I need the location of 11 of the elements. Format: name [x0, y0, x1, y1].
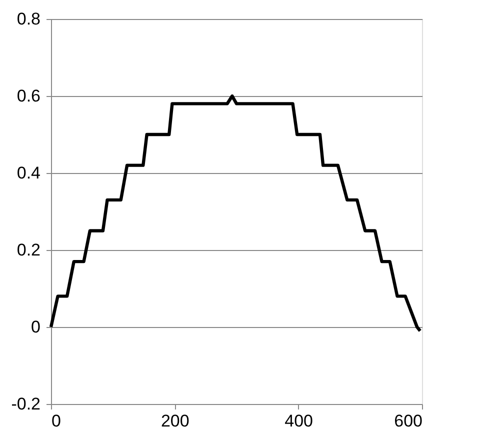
line-series — [49, 94, 422, 332]
x-tick-label: 600 — [394, 412, 422, 430]
x-tick-label: 0 — [52, 412, 61, 430]
y-tick-label: 0.8 — [16, 10, 40, 28]
y-tick-label: 0.4 — [16, 164, 40, 182]
x-tick-label: 200 — [160, 412, 190, 430]
y-tick-label: 0.6 — [16, 86, 40, 106]
x-tick-label: 400 — [284, 412, 314, 430]
y-tick-label: 0.2 — [16, 240, 40, 260]
y-tick-label: -0.2 — [11, 394, 40, 414]
y-tick-label: 0 — [31, 318, 40, 336]
